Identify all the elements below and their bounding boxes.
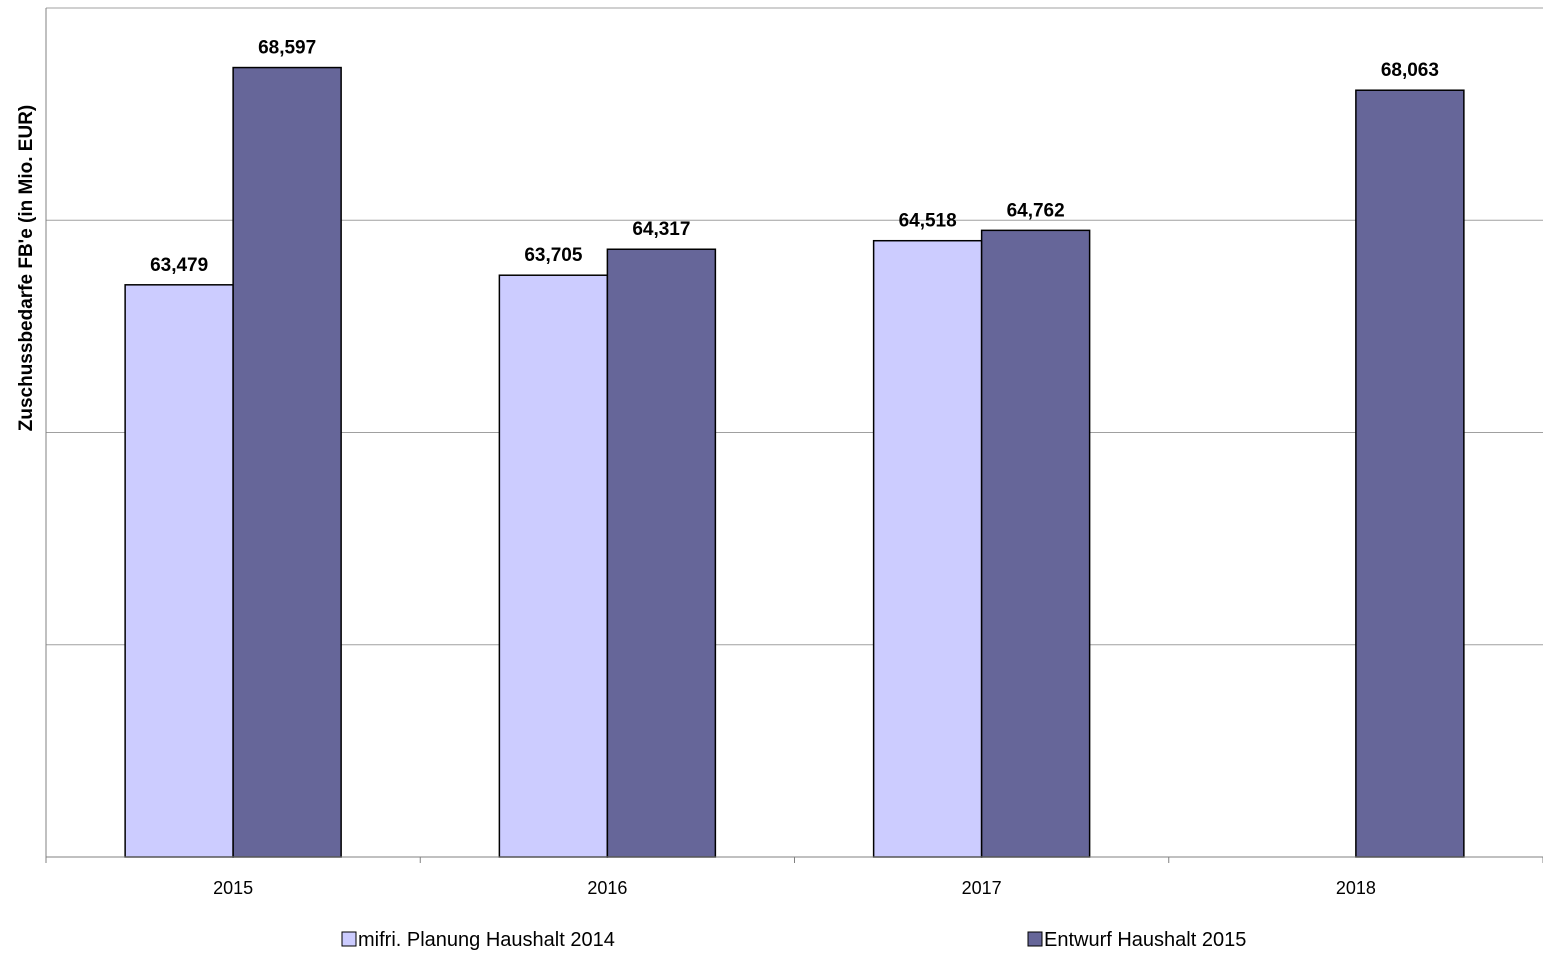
axes	[45, 8, 1543, 863]
legend-label: Entwurf Haushalt 2015	[1044, 929, 1246, 951]
bar-entwurf-2015-2018	[1355, 89, 1465, 858]
bar-planung-2014-2016	[498, 274, 609, 858]
bar-planung-2014-2015	[124, 284, 234, 858]
y-axis-label: Zuschussbedarfe FB'e (in Mio. EUR)	[16, 105, 37, 432]
data-label: 68,063	[1381, 60, 1439, 81]
x-tick-label: 2017	[962, 878, 1002, 898]
x-tick-labels: 2015 2016 2017 2018	[213, 878, 1376, 898]
data-label: 63,705	[524, 245, 583, 266]
x-tick-label: 2018	[1336, 878, 1376, 898]
bar-entwurf-2015-2016	[606, 248, 717, 858]
bar-entwurf-2015-2017	[980, 229, 1091, 858]
bar-entwurf-2015-2015	[232, 66, 342, 858]
data-labels: 63,479 68,597 63,705 64,317 64,518 64,762 68,0…	[150, 38, 1439, 276]
data-label: 68,597	[258, 38, 316, 59]
bar-planung-2014-2017	[872, 239, 983, 858]
legend-swatch	[1027, 931, 1043, 947]
bars	[124, 66, 1465, 858]
legend: mifri. Planung Haushalt 2014 Entwurf Haus…	[341, 929, 1246, 951]
data-label: 63,479	[150, 255, 208, 276]
legend-swatch	[341, 931, 357, 947]
data-label: 64,317	[632, 219, 690, 240]
x-tick-label: 2016	[587, 878, 627, 898]
legend-label: mifri. Planung Haushalt 2014	[358, 929, 615, 951]
x-tick-label: 2015	[213, 878, 253, 898]
data-label: 64,518	[899, 211, 957, 232]
data-label: 64,762	[1007, 200, 1065, 221]
